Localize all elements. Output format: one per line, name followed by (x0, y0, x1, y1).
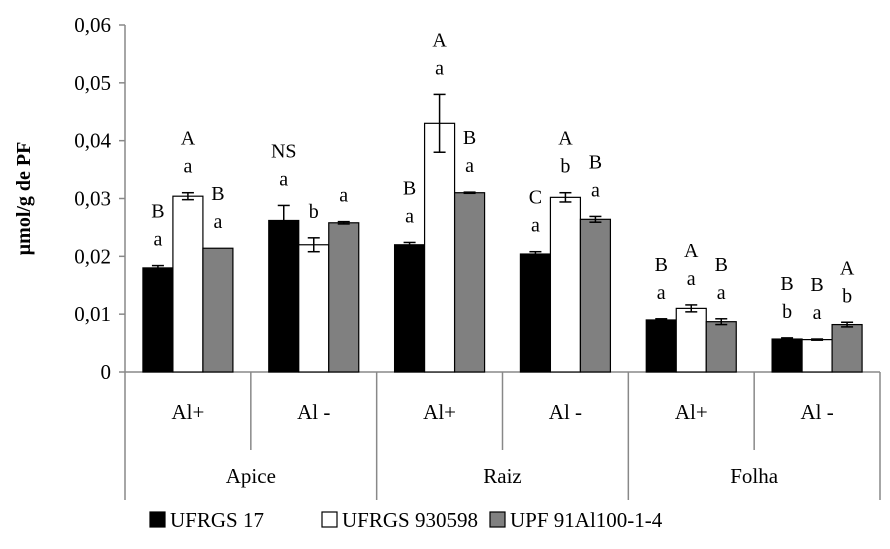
bar (142, 267, 174, 373)
significance-upper: B (655, 254, 668, 276)
significance-lower: b (309, 201, 319, 223)
x-group-label: Raiz (483, 464, 521, 488)
x-category-label: Al - (800, 400, 833, 424)
bar (172, 195, 204, 373)
significance-upper: A (432, 29, 447, 51)
significance-lower: a (279, 168, 288, 190)
bar (705, 321, 737, 373)
significance-lower: a (657, 282, 666, 304)
x-category-label: Al - (297, 400, 330, 424)
y-tick-label: 0 (101, 360, 112, 384)
x-group-label: Folha (730, 464, 779, 488)
significance-upper: C (529, 187, 542, 209)
significance-lower: a (717, 282, 726, 304)
significance-lower: a (213, 211, 222, 233)
significance-upper: B (589, 151, 602, 173)
y-tick-label: 0,02 (74, 244, 111, 268)
significance-upper: A (181, 128, 196, 150)
x-category-label: Al+ (171, 400, 204, 424)
significance-lower: b (842, 285, 852, 307)
significance-upper: A (840, 257, 855, 279)
significance-upper: B (715, 254, 728, 276)
significance-lower: a (153, 229, 162, 251)
bar (202, 247, 234, 373)
significance-lower: a (687, 268, 696, 290)
y-tick-label: 0,06 (74, 13, 111, 37)
bar (453, 192, 486, 373)
legend-label: UFRGS 930598 (342, 508, 478, 532)
significance-upper: NS (271, 140, 297, 162)
significance-upper: B (403, 177, 416, 199)
bar (423, 122, 456, 373)
y-tick-label: 0,01 (74, 302, 111, 326)
significance-lower: a (339, 185, 348, 207)
y-tick-label: 0,04 (74, 129, 111, 153)
bar (645, 319, 677, 373)
significance-upper: A (684, 240, 699, 262)
y-tick-label: 0,05 (74, 71, 111, 95)
x-group-label: Apice (226, 464, 276, 488)
bar (298, 244, 330, 373)
significance-upper: B (780, 273, 793, 295)
significance-upper: B (810, 274, 823, 296)
y-axis-label: µmol/g de PF (13, 142, 35, 256)
legend-swatch (149, 511, 166, 528)
significance-lower: a (531, 215, 540, 237)
bar (579, 218, 612, 373)
significance-lower: a (591, 179, 600, 201)
significance-upper: A (558, 128, 573, 150)
x-category-label: Al+ (675, 400, 708, 424)
legend-swatch (489, 511, 506, 528)
significance-lower: a (465, 155, 474, 177)
significance-upper: B (463, 127, 476, 149)
legend-label: UPF 91Al100-1-4 (510, 508, 663, 532)
significance-lower: a (405, 205, 414, 227)
bar (328, 222, 360, 373)
bar (675, 307, 707, 373)
significance-lower: a (435, 57, 444, 79)
bar (771, 338, 803, 373)
bar (549, 196, 582, 373)
significance-lower: b (560, 156, 570, 178)
significance-lower: b (782, 301, 792, 323)
bar (393, 244, 426, 373)
x-category-label: Al - (549, 400, 582, 424)
legend-swatch (321, 511, 338, 528)
bar (801, 339, 833, 373)
significance-upper: B (211, 183, 224, 205)
bar (831, 323, 863, 373)
significance-lower: a (813, 302, 822, 324)
bar (519, 253, 552, 373)
significance-upper: B (151, 201, 164, 223)
x-category-label: Al+ (423, 400, 456, 424)
legend-label: UFRGS 17 (170, 508, 264, 532)
bar (268, 219, 300, 373)
y-tick-label: 0,03 (74, 187, 111, 211)
significance-lower: a (183, 156, 192, 178)
